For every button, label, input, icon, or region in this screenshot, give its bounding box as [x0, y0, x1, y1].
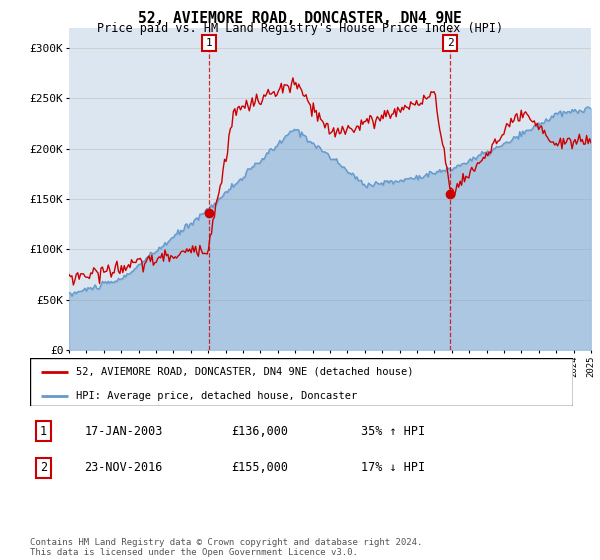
- Text: 1: 1: [206, 38, 212, 48]
- Text: 2: 2: [40, 461, 47, 474]
- Text: HPI: Average price, detached house, Doncaster: HPI: Average price, detached house, Donc…: [76, 390, 358, 400]
- Text: 2: 2: [446, 38, 454, 48]
- Text: Price paid vs. HM Land Registry's House Price Index (HPI): Price paid vs. HM Land Registry's House …: [97, 22, 503, 35]
- Text: 17% ↓ HPI: 17% ↓ HPI: [361, 461, 425, 474]
- Text: 17-JAN-2003: 17-JAN-2003: [85, 424, 163, 438]
- Text: Contains HM Land Registry data © Crown copyright and database right 2024.
This d: Contains HM Land Registry data © Crown c…: [30, 538, 422, 557]
- Text: 1: 1: [40, 424, 47, 438]
- Text: 52, AVIEMORE ROAD, DONCASTER, DN4 9NE: 52, AVIEMORE ROAD, DONCASTER, DN4 9NE: [138, 11, 462, 26]
- FancyBboxPatch shape: [30, 358, 573, 406]
- Text: 23-NOV-2016: 23-NOV-2016: [85, 461, 163, 474]
- Text: £155,000: £155,000: [231, 461, 288, 474]
- Text: £136,000: £136,000: [231, 424, 288, 438]
- Text: 52, AVIEMORE ROAD, DONCASTER, DN4 9NE (detached house): 52, AVIEMORE ROAD, DONCASTER, DN4 9NE (d…: [76, 367, 413, 377]
- Text: 35% ↑ HPI: 35% ↑ HPI: [361, 424, 425, 438]
